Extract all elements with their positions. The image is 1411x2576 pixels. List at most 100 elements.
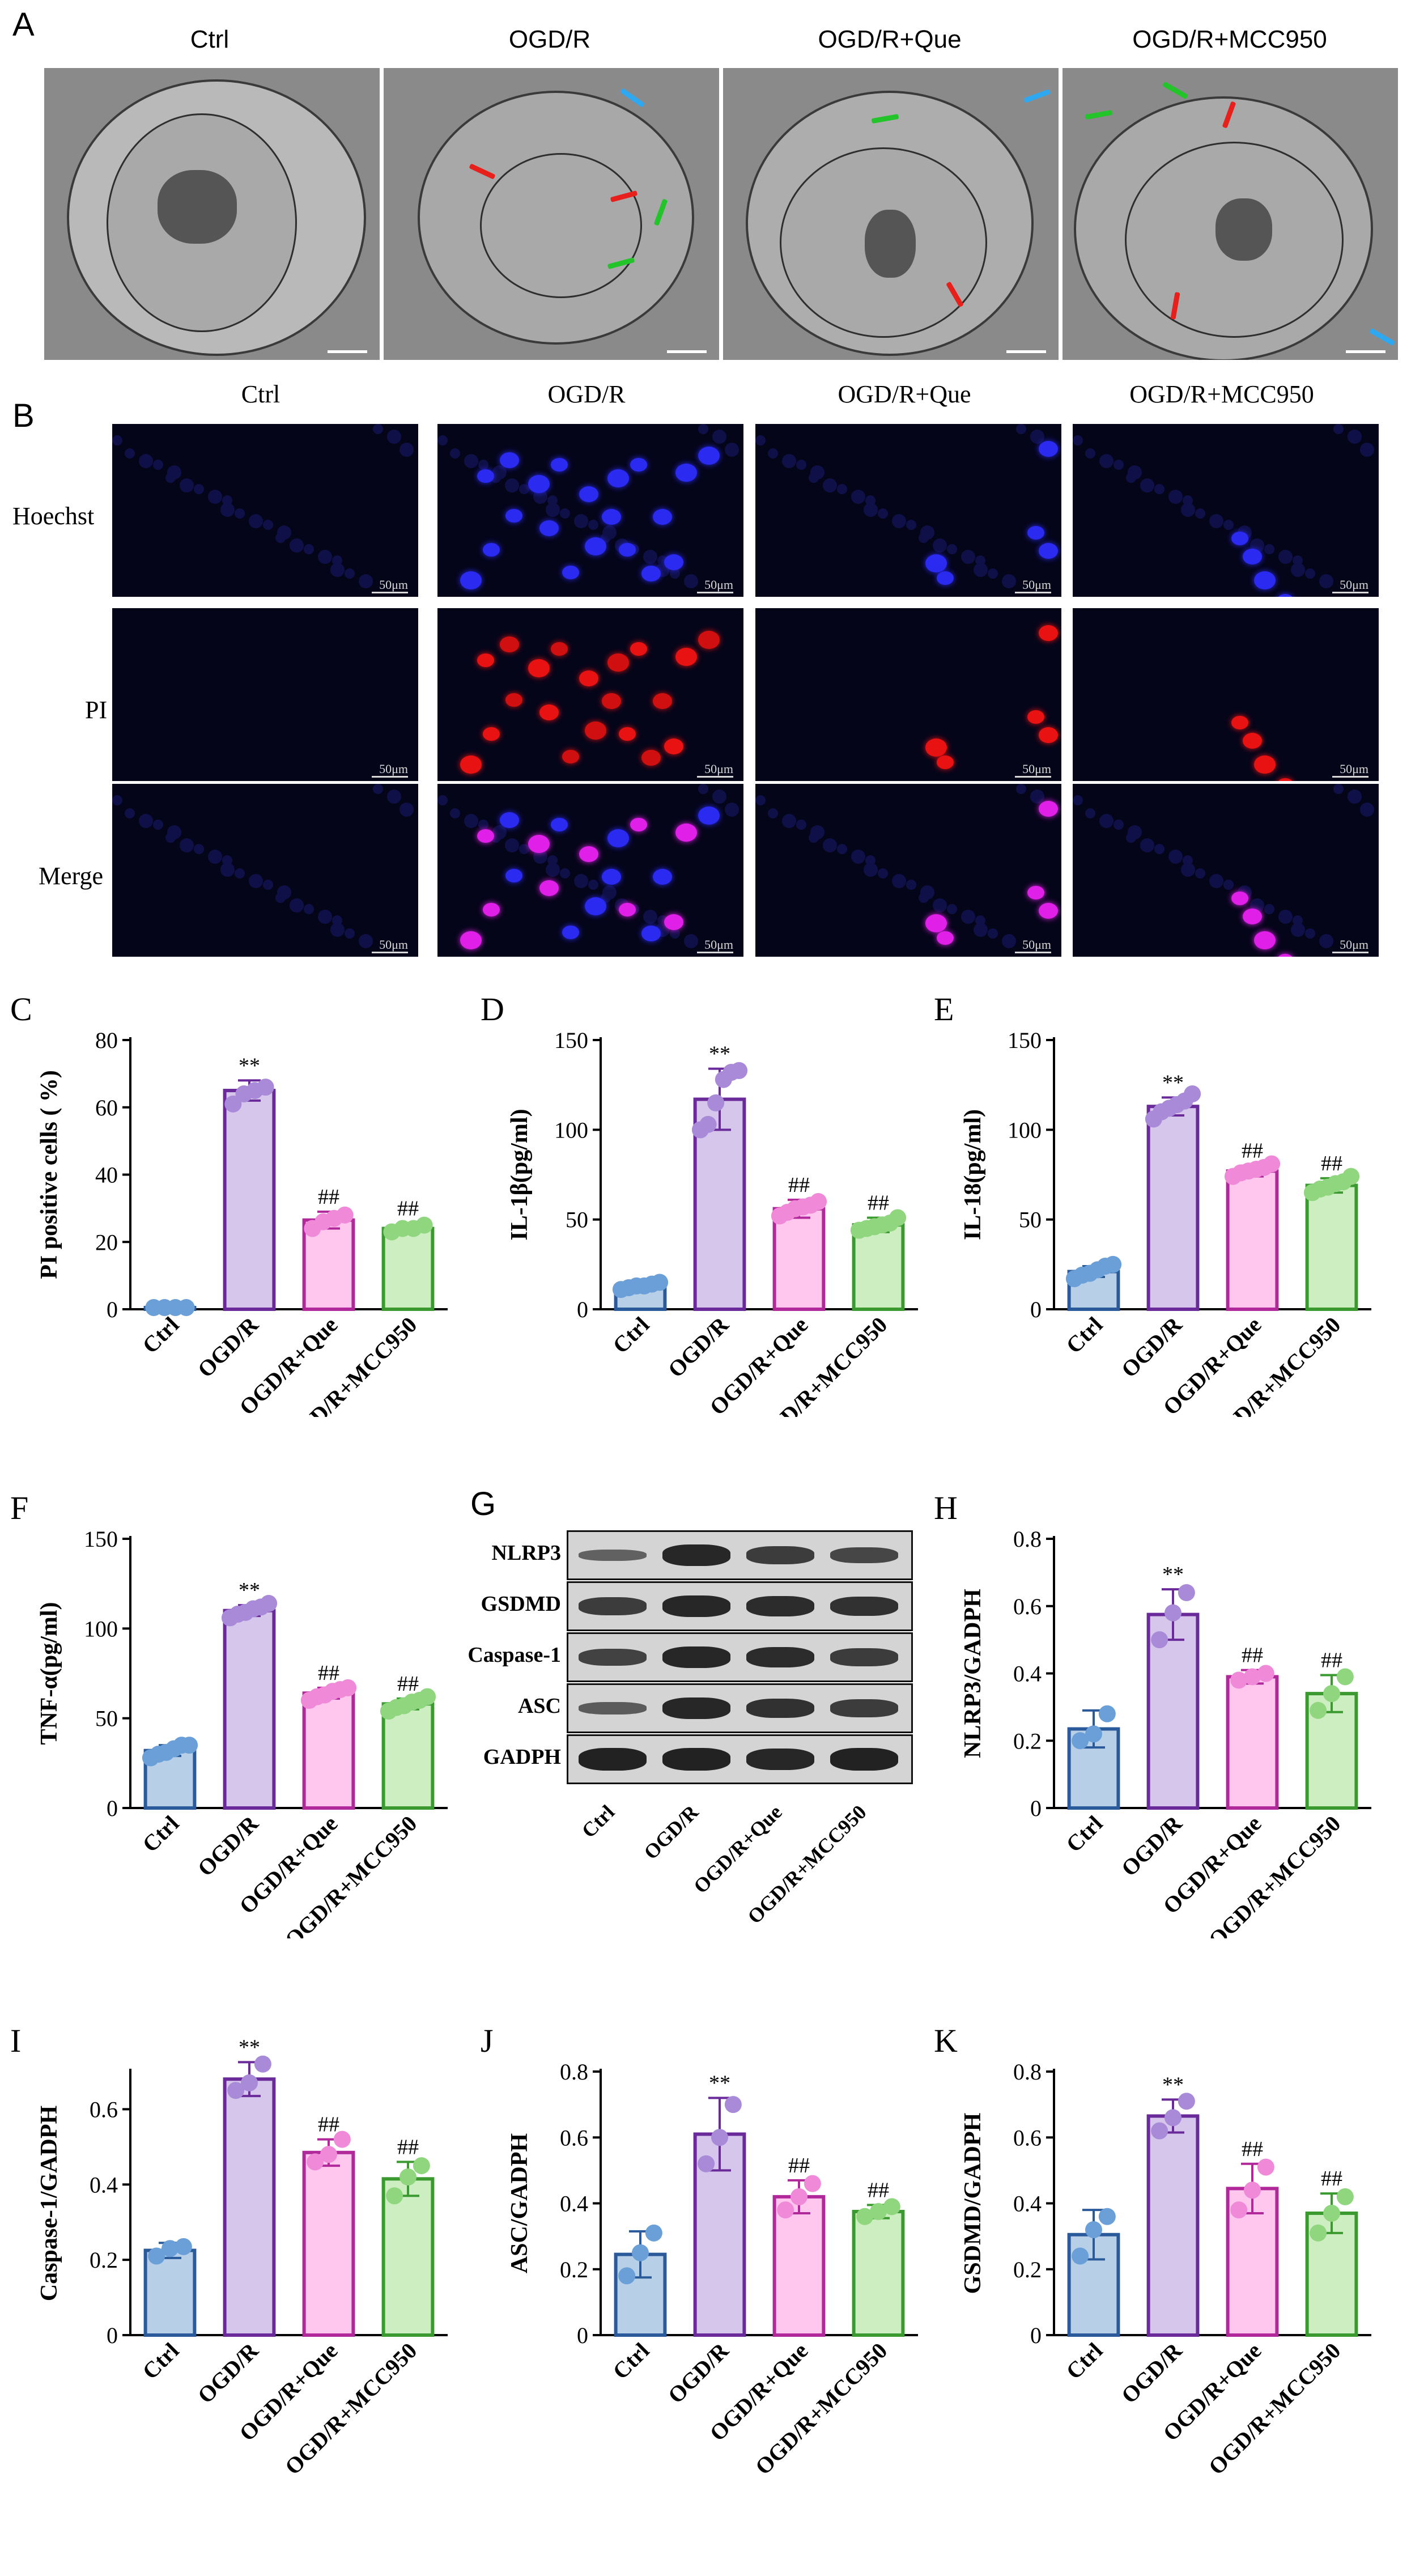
faint-nucleus	[712, 430, 726, 444]
stained-nucleus	[653, 693, 672, 709]
faint-nucleus	[220, 503, 235, 517]
x-tick-label: OGD/R+MCC950	[750, 2338, 892, 2480]
scale-bar-label: 50μm	[1022, 762, 1051, 776]
fluor-merge-ctrl: 50μm	[112, 784, 418, 957]
faint-nucleus	[755, 795, 766, 805]
faint-nucleus	[290, 538, 304, 553]
chart-e: E050100150IL-18(pg/ml)Ctrl**OGD/R##OGD/R…	[934, 991, 1371, 1417]
data-point	[1104, 1255, 1122, 1273]
col-title-ctrl: Ctrl	[190, 26, 230, 53]
faint-nucleus	[892, 874, 906, 888]
data-point	[175, 2238, 192, 2255]
faint-nucleus	[400, 443, 414, 457]
y-tick-label: 0.4	[560, 2191, 588, 2217]
bar-ogd-r-mcc950	[381, 1227, 435, 1311]
y-tick-label: 0.8	[560, 2059, 588, 2085]
panel-label-a: A	[12, 6, 35, 43]
x-tick-label: OGD/R	[1116, 1810, 1187, 1881]
faint-nucleus	[373, 784, 383, 794]
data-point	[730, 1062, 748, 1079]
col-title-b-que: OGD/R+Que	[838, 380, 971, 408]
faint-nucleus	[725, 803, 739, 817]
chart-i: I 0 0.2 0.4 0.6 Caspase-1/GADPH Ctrl ** OGD/R ## O…	[10, 2022, 448, 2480]
faint-nucleus	[505, 838, 519, 852]
y-tick-label: 0.2	[1013, 1728, 1042, 1754]
col-title-b-ctrl: Ctrl	[241, 380, 280, 408]
data-point	[1085, 1725, 1102, 1743]
faint-nucleus	[345, 928, 355, 939]
data-point	[1336, 1668, 1354, 1686]
stained-nucleus	[505, 693, 522, 707]
data-point	[1178, 1584, 1195, 1601]
faint-nucleus	[153, 820, 163, 830]
significance-mark: ##	[318, 1661, 339, 1685]
col-title-b-mcc950: OGD/R+MCC950	[1129, 380, 1314, 408]
data-point	[307, 2153, 324, 2171]
y-tick-label: 80	[95, 1028, 118, 1053]
blot-band	[746, 1698, 814, 1718]
panel-label-k: K	[934, 2022, 958, 2059]
faint-nucleus	[1319, 574, 1333, 588]
faint-nucleus	[1099, 814, 1114, 828]
data-point	[645, 2224, 662, 2242]
stained-nucleus	[562, 750, 579, 763]
x-tick-label: Ctrl	[137, 2338, 184, 2384]
significance-mark: ##	[868, 1191, 889, 1215]
stained-nucleus	[675, 824, 697, 842]
bar-ogd-r-mcc950	[1305, 1183, 1358, 1311]
faint-nucleus	[1030, 790, 1044, 804]
stained-nucleus	[607, 469, 629, 487]
faint-nucleus	[974, 923, 988, 937]
data-point	[1257, 1665, 1274, 1682]
data-point	[810, 1193, 827, 1210]
stained-nucleus	[551, 458, 568, 472]
bar-ogd-r-que	[302, 2150, 355, 2337]
stained-nucleus	[698, 447, 720, 465]
panel-label-c: C	[10, 991, 32, 1028]
scale-bar-label: 50μm	[1022, 578, 1051, 592]
faint-nucleus	[809, 833, 819, 843]
x-tick-label: Ctrl	[1061, 1312, 1107, 1359]
bar-ogd-r-que	[1226, 1169, 1279, 1311]
stained-nucleus	[1027, 886, 1044, 899]
faint-nucleus	[546, 503, 560, 517]
data-point	[1230, 2201, 1248, 2219]
faint-nucleus	[768, 808, 778, 818]
faint-nucleus	[387, 790, 401, 804]
stained-nucleus	[937, 756, 954, 769]
faint-nucleus	[1348, 790, 1362, 804]
panel-label-g: G	[470, 1486, 496, 1522]
faint-nucleus	[1154, 844, 1164, 854]
faint-nucleus	[1223, 520, 1234, 530]
stained-nucleus	[698, 631, 720, 649]
blot-strip	[567, 1734, 913, 1784]
faint-nucleus	[1181, 503, 1195, 517]
faint-nucleus	[892, 514, 906, 528]
stained-nucleus	[460, 931, 482, 949]
stained-nucleus	[1243, 549, 1262, 565]
data-point	[777, 2201, 794, 2219]
y-tick-label: 0.8	[1013, 1526, 1042, 1552]
stained-nucleus	[607, 653, 629, 672]
panel-label-d: D	[481, 991, 504, 1028]
faint-nucleus	[139, 814, 153, 828]
significance-mark: ##	[1242, 1644, 1263, 1667]
x-tick-label: OGD/R+MCC950	[280, 2338, 422, 2480]
faint-nucleus	[1209, 514, 1223, 528]
faint-nucleus	[947, 544, 957, 554]
y-tick-label: 60	[95, 1095, 118, 1121]
blot-band	[662, 1748, 730, 1771]
faint-nucleus	[961, 910, 975, 924]
faint-nucleus	[519, 484, 529, 494]
col-title-mcc950: OGD/R+MCC950	[1132, 26, 1327, 53]
faint-nucleus	[112, 435, 122, 445]
stained-nucleus	[1039, 625, 1058, 641]
data-point	[1323, 2204, 1340, 2222]
data-point	[241, 2074, 258, 2091]
faint-nucleus	[450, 808, 460, 818]
stained-nucleus	[483, 543, 500, 557]
chart-k: K 0 0.2 0.4 0.6 0.8 GSDMD/GADPH Ctrl ** OGD/R ## OG…	[934, 2022, 1371, 2480]
bar-ogd-r-que	[1226, 1675, 1279, 1810]
faint-nucleus	[1360, 803, 1374, 817]
data-point	[181, 1737, 198, 1754]
